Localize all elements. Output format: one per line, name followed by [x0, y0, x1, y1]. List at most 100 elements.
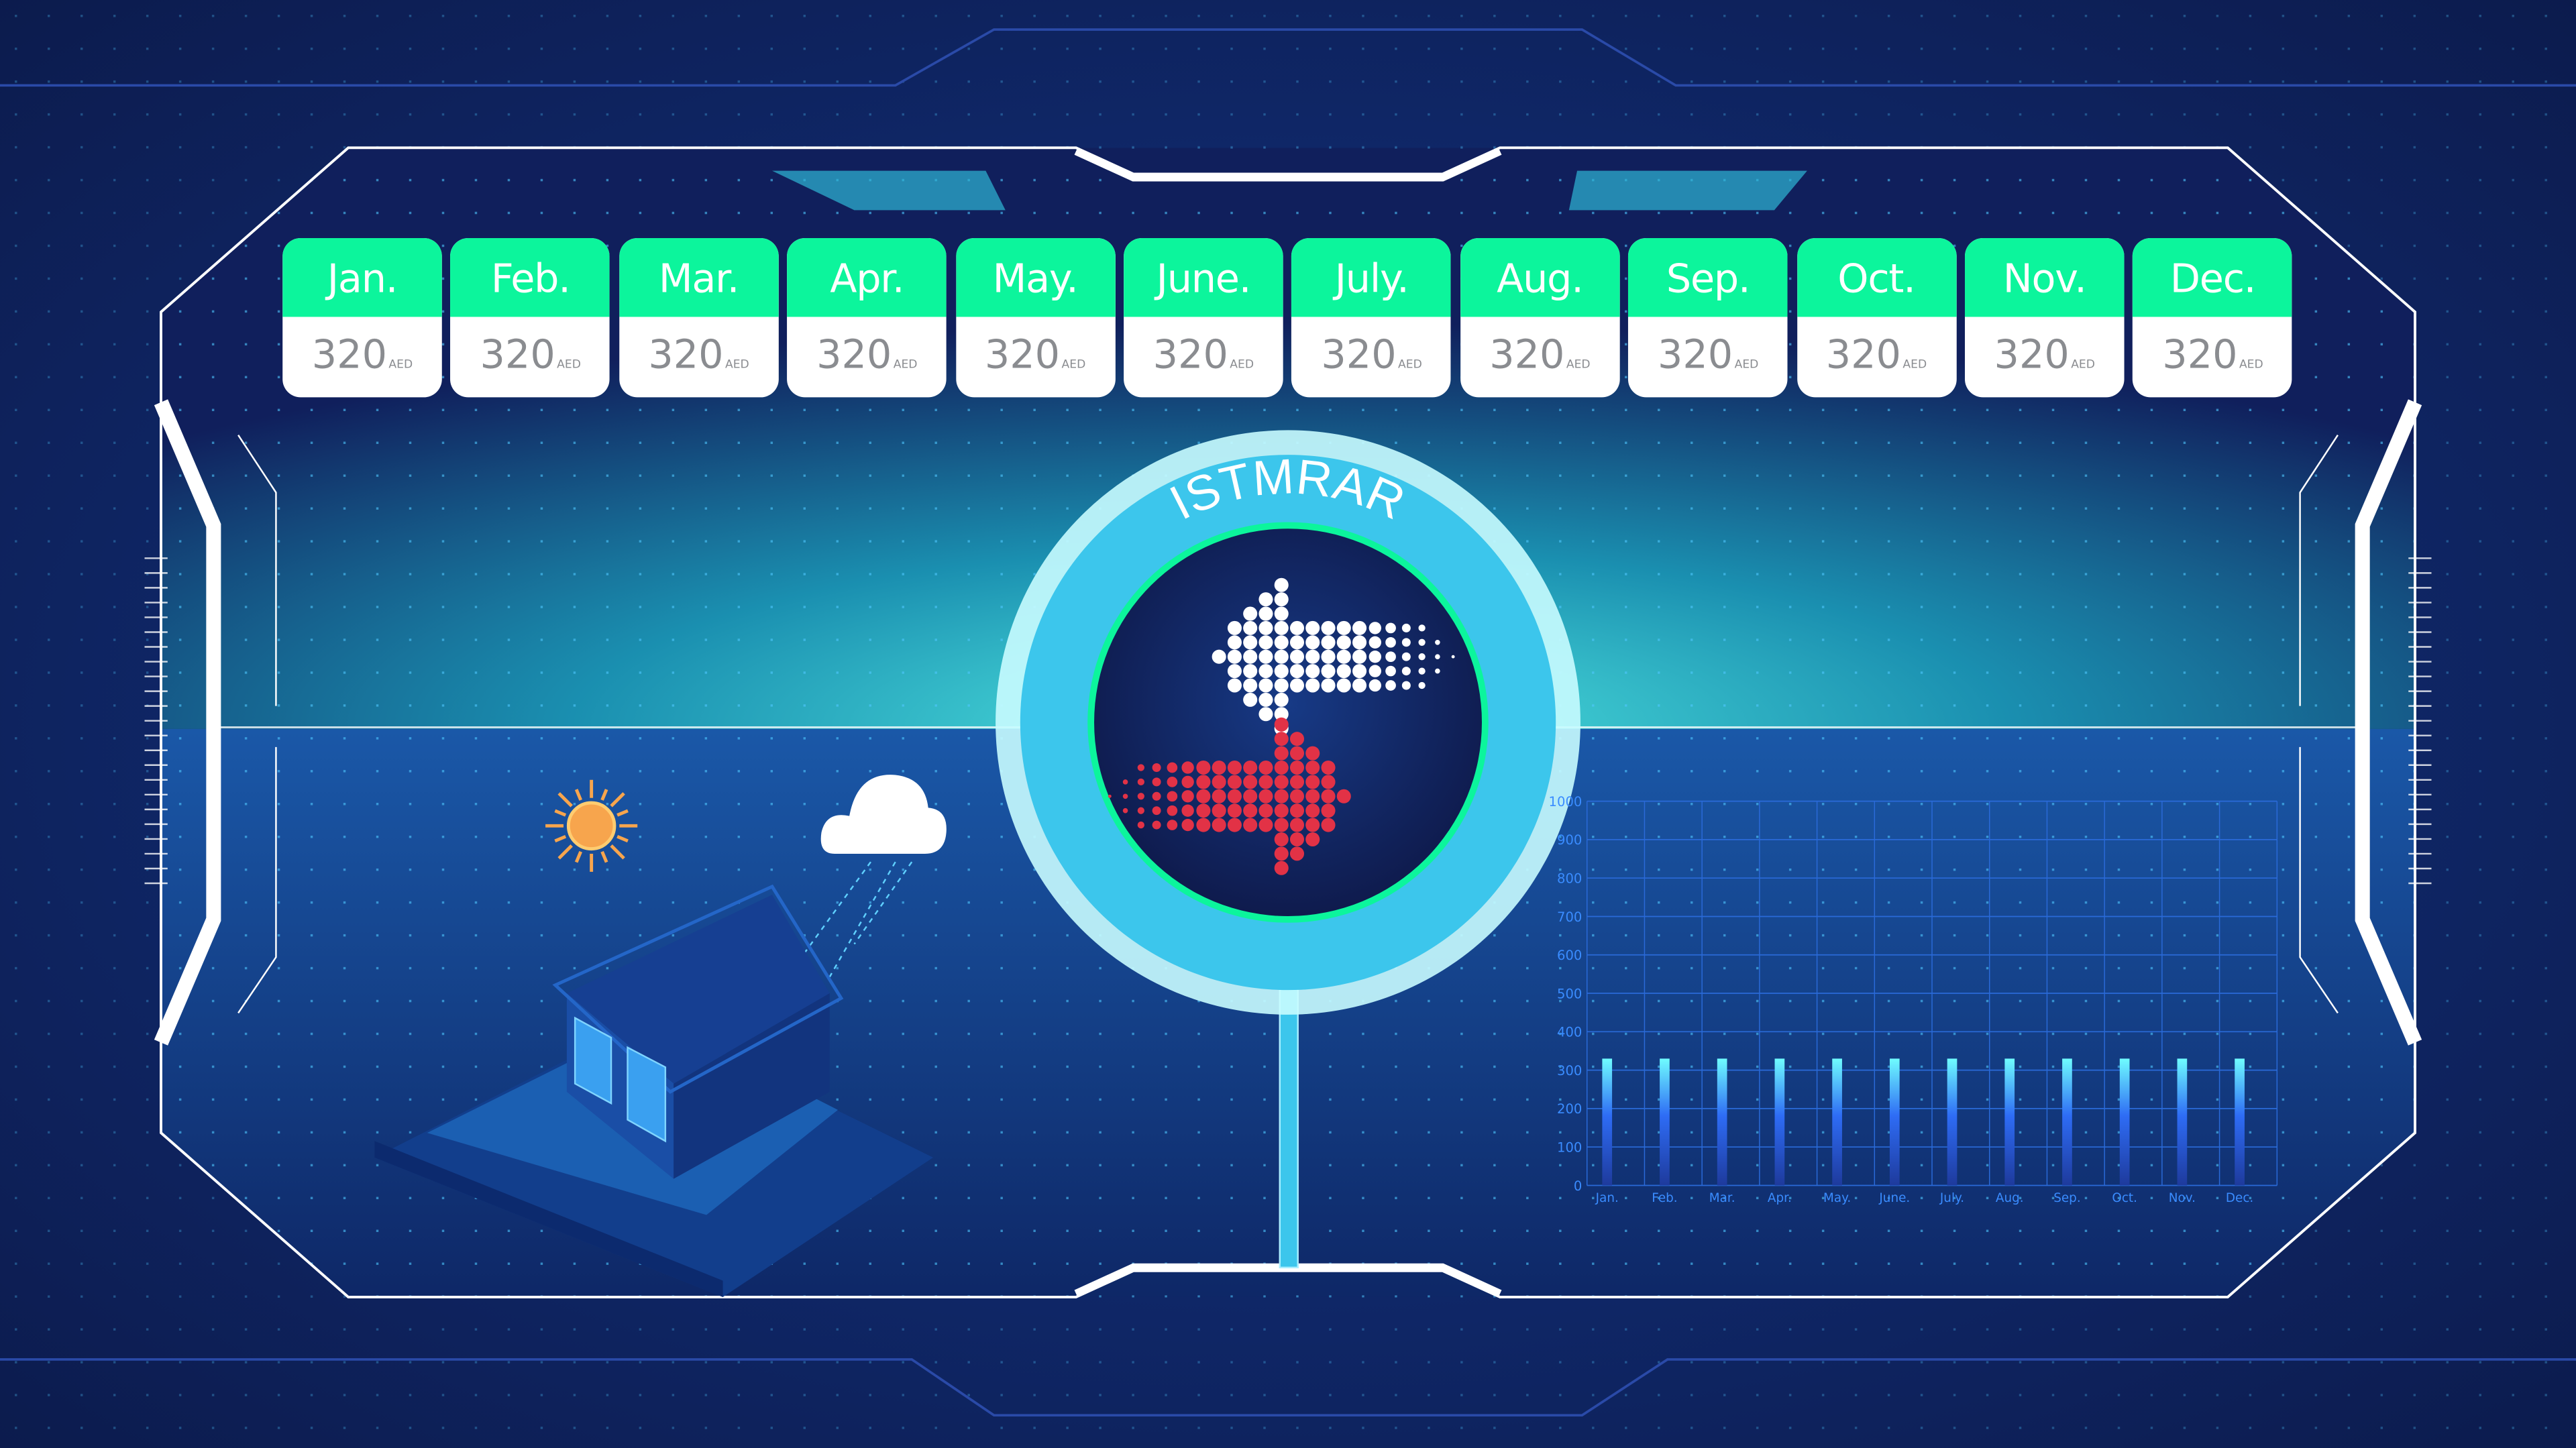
arrow-dot	[1368, 622, 1381, 634]
month-card: July. 320 AED	[1291, 237, 1452, 398]
currency-unit: AED	[1061, 357, 1086, 372]
arrow-dot	[1227, 678, 1242, 693]
month-label: Apr.	[787, 237, 947, 317]
istmrar-emblem	[996, 430, 1580, 1269]
arrow-dot	[1181, 775, 1194, 789]
arrow-dot	[1321, 678, 1336, 693]
arrow-dot	[1243, 678, 1258, 693]
arrow-dot	[1167, 777, 1178, 787]
arrow-dot	[1274, 649, 1289, 664]
arrow-dot	[1352, 620, 1367, 635]
arrow-dot	[1196, 818, 1211, 832]
arrow-dot	[1181, 761, 1194, 774]
arrow-dot	[1321, 635, 1336, 650]
arrow-dot	[1227, 620, 1242, 635]
bar	[2235, 1058, 2245, 1186]
month-amount: 320 AED	[282, 317, 442, 397]
arrow-dot	[1181, 804, 1194, 817]
arrow-dot	[1212, 803, 1226, 818]
month-card: May. 320 AED	[955, 237, 1115, 398]
arrow-dot	[1368, 679, 1381, 692]
arrow-dot	[1274, 860, 1289, 875]
amount-value: 320	[311, 331, 387, 378]
month-label: June.	[1124, 237, 1283, 317]
x-tick-label: Apr.	[1768, 1191, 1792, 1205]
month-amount: 320 AED	[788, 317, 947, 397]
arrow-dot	[1258, 649, 1273, 664]
arrow-dot	[1258, 606, 1273, 621]
arrow-dot	[1321, 803, 1336, 818]
arrow-dot	[1258, 592, 1273, 607]
month-card: Sep. 320 AED	[1628, 237, 1788, 398]
arrow-dot	[1212, 775, 1226, 789]
x-tick-label: Dec.	[2226, 1191, 2253, 1205]
arrow-dot	[1243, 803, 1258, 818]
arrow-dot	[1196, 760, 1211, 775]
arrow-dot	[1305, 649, 1320, 664]
arrow-dot	[1305, 818, 1320, 832]
arrow-dot	[1289, 832, 1305, 846]
arrow-dot	[1305, 664, 1320, 679]
arrow-dot	[1321, 760, 1336, 775]
arrow-dot	[1289, 635, 1305, 650]
arrow-dot	[1321, 818, 1336, 832]
month-card: Feb. 320 AED	[450, 237, 610, 398]
x-tick-label: Jan.	[1595, 1191, 1619, 1205]
arrow-dot	[1274, 760, 1289, 775]
arrow-dot	[1274, 717, 1289, 732]
house-illustration	[374, 884, 934, 1297]
arrow-dot	[1274, 789, 1289, 803]
arrow-dot	[1289, 818, 1305, 832]
amount-value: 320	[1152, 331, 1228, 378]
arrow-dot	[1352, 664, 1367, 679]
arrow-dot	[1137, 821, 1144, 829]
arrow-dot	[1243, 760, 1258, 775]
arrow-dot	[1401, 681, 1411, 690]
bar	[1832, 1058, 1842, 1186]
arrow-dot	[1258, 818, 1273, 832]
arrow-dot	[1243, 649, 1258, 664]
arrow-dot	[1305, 803, 1320, 818]
arrow-dot	[1321, 649, 1336, 664]
arrow-dot	[1243, 606, 1258, 621]
amount-value: 320	[984, 331, 1061, 378]
y-tick-label: 800	[1557, 871, 1582, 887]
arrow-dot	[1305, 789, 1320, 803]
arrow-dot	[1167, 820, 1178, 830]
month-label: Dec.	[2133, 237, 2293, 317]
scale-ticks-left	[144, 557, 168, 885]
arrow-dot	[1336, 789, 1351, 803]
arrow-dot	[1152, 820, 1161, 830]
arrow-dot	[1152, 777, 1161, 787]
arrow-dot	[1274, 818, 1289, 832]
arrow-dot	[1274, 832, 1289, 846]
arrow-dot	[1227, 664, 1242, 679]
sun-icon	[545, 779, 638, 872]
arrow-dot	[1321, 775, 1336, 789]
arrow-dot	[1181, 818, 1194, 832]
arrow-dot	[1227, 803, 1242, 818]
currency-unit: AED	[2239, 357, 2263, 372]
arrow-dot	[1336, 678, 1351, 693]
arrow-dot	[1305, 635, 1320, 650]
arrow-dot	[1418, 653, 1426, 661]
arrow-dot	[1385, 665, 1396, 677]
arrow-dot	[1418, 638, 1426, 646]
arrow-dot	[1152, 791, 1161, 801]
arrow-dot	[1274, 803, 1289, 818]
bar	[1717, 1058, 1727, 1186]
arrow-dot	[1305, 775, 1320, 789]
month-amount: 320 AED	[2133, 317, 2293, 397]
currency-unit: AED	[724, 357, 749, 372]
month-amount: 320 AED	[1796, 317, 1956, 397]
arrow-dot	[1274, 606, 1289, 621]
arrow-dot	[1352, 635, 1367, 650]
arrow-dot	[1274, 746, 1289, 761]
arrow-dot	[1289, 775, 1305, 789]
month-card: Dec. 320 AED	[2133, 237, 2293, 398]
arrow-dot	[1352, 678, 1367, 693]
x-tick-label: Nov.	[2169, 1191, 2196, 1205]
month-card: Nov. 320 AED	[1965, 237, 2125, 398]
bar	[1774, 1058, 1785, 1186]
